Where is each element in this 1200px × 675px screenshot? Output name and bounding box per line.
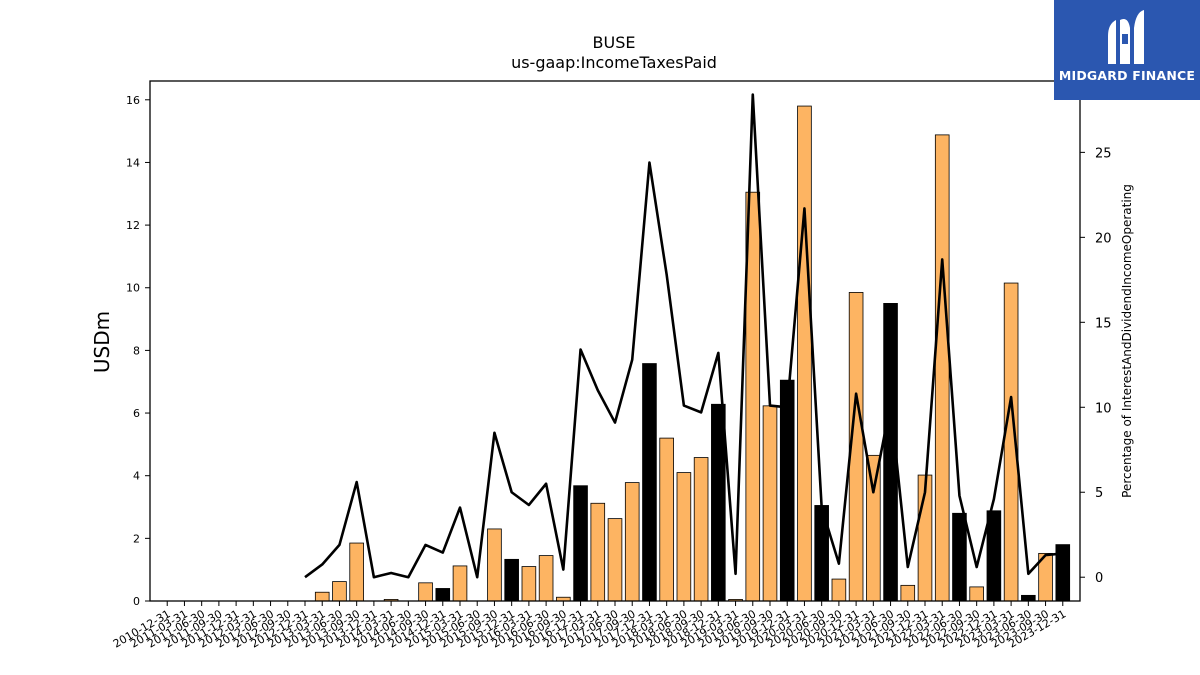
y-tick-label: 6: [133, 407, 140, 420]
bar: [590, 502, 606, 602]
bar: [452, 565, 468, 602]
bar: [762, 405, 778, 602]
bar: [624, 482, 640, 602]
y-tick-label: 8: [133, 344, 140, 357]
y2-tick-label: 25: [1095, 146, 1112, 161]
bar: [779, 379, 795, 602]
y-tick-label: 0: [133, 595, 140, 608]
bar: [573, 485, 588, 602]
bar: [711, 403, 726, 602]
bar: [418, 582, 433, 602]
bar: [349, 542, 364, 602]
bar: [332, 581, 347, 602]
chart-subtitle: us-gaap:IncomeTaxesPaid: [511, 53, 717, 72]
brand-name: MIDGARD FINANCE: [1058, 68, 1196, 83]
y-axis-label: USDm: [90, 311, 114, 373]
bar: [676, 472, 692, 602]
bar: [1021, 594, 1036, 602]
bar-series: [314, 105, 1071, 602]
bar: [504, 558, 519, 602]
bar: [900, 584, 916, 602]
bar: [314, 591, 330, 602]
bar: [538, 555, 554, 602]
y2-tick-label: 0: [1095, 571, 1103, 586]
y-tick-label: 2: [133, 532, 140, 545]
y-tick-label: 16: [126, 94, 140, 107]
y2-tick-label: 5: [1095, 486, 1103, 501]
logo-mark-icon: [1108, 10, 1144, 64]
bar: [866, 454, 881, 602]
y2-tick-label: 20: [1095, 231, 1112, 246]
y-tick-label: 4: [133, 470, 140, 483]
chart-title: BUSE: [593, 33, 636, 52]
bar: [435, 588, 451, 602]
bar: [659, 437, 674, 602]
bar: [487, 528, 502, 602]
y2-tick-label: 10: [1095, 401, 1112, 416]
axes: 024681012141605101520252010-12-312011-03…: [111, 80, 1112, 651]
line-series: [304, 93, 1063, 579]
brand-logo: MIDGARD FINANCE: [1054, 0, 1200, 100]
bar: [642, 363, 657, 602]
bar: [934, 134, 950, 602]
y-tick-label: 12: [126, 219, 140, 232]
bar: [693, 457, 709, 602]
bar: [831, 578, 847, 602]
y2-tick-label: 15: [1095, 316, 1112, 331]
bar: [952, 512, 967, 602]
y2-axis-label: Percentage of InterestAndDividendIncomeO…: [1120, 184, 1134, 498]
bar: [986, 510, 1002, 602]
bar: [797, 105, 812, 602]
bar: [521, 566, 537, 602]
y-tick-label: 10: [126, 282, 140, 295]
bar: [607, 518, 623, 602]
y-tick-label: 14: [126, 156, 140, 169]
bar: [969, 586, 984, 602]
